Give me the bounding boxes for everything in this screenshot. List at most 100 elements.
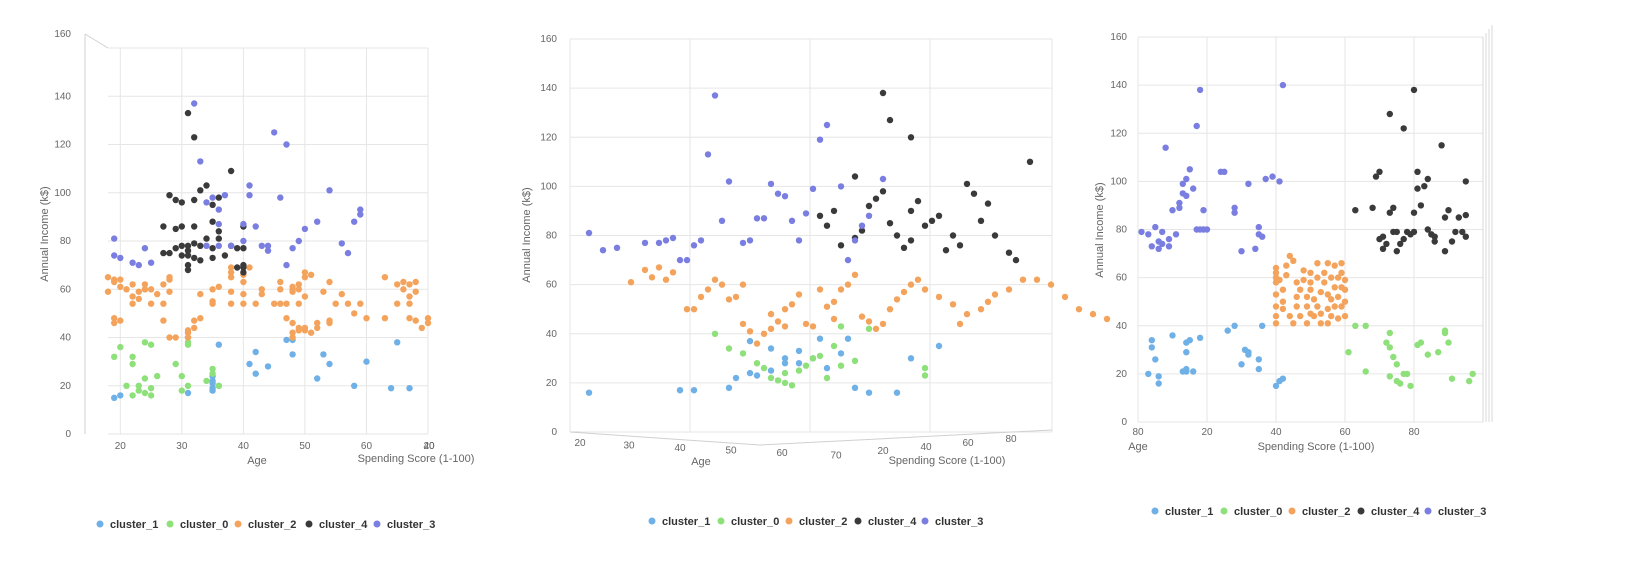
panel-3-y-title: Annual Income (k$)	[1094, 182, 1106, 277]
panel-2-point-cluster_2	[711, 276, 719, 283]
panel-2-point-cluster_0	[823, 374, 831, 382]
panel-3-x-tick-overlap: 80	[1132, 427, 1144, 438]
panel-3-point-cluster_2	[1283, 262, 1290, 269]
panel-2-point-cluster_4	[858, 227, 866, 234]
legend-1-label-cluster_1: cluster_1	[110, 519, 158, 531]
panel-1-point-cluster_2	[326, 278, 333, 286]
panel-2-point-cluster_3	[837, 183, 845, 190]
panel-2-point-cluster_3	[662, 237, 670, 244]
panel-1-point-cluster_0	[203, 377, 210, 385]
panel-2-point-cluster_3	[753, 215, 761, 222]
panel-1-point-cluster_2	[227, 274, 235, 281]
panel-1-point-cluster_2	[400, 278, 407, 286]
panel-2-y-tick: 0	[551, 427, 557, 438]
panel-1-point-cluster_3	[301, 225, 309, 233]
panel-2-point-cluster_4	[865, 202, 873, 210]
legend-3-marker-cluster_4	[1357, 507, 1365, 515]
panel-1-point-cluster_2	[406, 281, 413, 288]
panel-3-y-tick: 60	[1116, 273, 1128, 284]
panel-2-point-cluster_3	[760, 215, 768, 222]
panel-3-point-cluster_4	[1441, 214, 1449, 221]
panel-1-y-tick: 140	[54, 91, 71, 102]
panel-3-point-cluster_3	[1176, 199, 1183, 207]
panel-3-point-cluster_0	[1386, 344, 1394, 351]
panel-3-point-cluster_2	[1290, 320, 1297, 327]
panel-2-point-cluster_3	[795, 237, 803, 244]
panel-1-point-cluster_2	[283, 300, 290, 307]
panel-1-point-cluster_4	[209, 254, 216, 262]
panel-3-point-cluster_2	[1279, 305, 1287, 313]
panel-2-point-cluster_4	[949, 232, 957, 239]
panel-1-point-cluster_2	[197, 290, 204, 298]
panel-1-point-cluster_0	[141, 389, 149, 397]
panel-2-y-tick: 160	[540, 34, 557, 45]
panel-3-point-cluster_2	[1286, 312, 1294, 320]
panel-3-point-cluster_2	[1303, 320, 1311, 327]
panel-3-point-cluster_3	[1159, 228, 1166, 236]
panel-2-point-cluster_3	[844, 256, 852, 264]
panel-3-point-cluster_2	[1310, 312, 1318, 320]
panel-3-point-cluster_3	[1172, 231, 1180, 238]
panel-2-point-cluster_2	[725, 296, 733, 303]
panel-2-point-cluster_1	[753, 372, 761, 379]
panel-2-point-cluster_2	[788, 301, 796, 308]
panel-1-point-cluster_4	[240, 269, 247, 276]
panel-3-point-cluster_0	[1424, 351, 1432, 358]
panel-1-point-cluster_2	[289, 283, 296, 290]
panel-3-point-cluster_3	[1148, 243, 1156, 250]
panel-1-point-cluster_4	[184, 252, 192, 259]
panel-1-point-cluster_3	[111, 252, 118, 259]
panel-1-point-cluster_1	[394, 339, 401, 346]
panel-3-point-cluster_2	[1307, 286, 1314, 293]
panel-1-point-cluster_2	[351, 310, 358, 317]
panel-1-point-cluster_4	[215, 194, 222, 201]
panel-2-point-cluster_2	[774, 318, 782, 325]
panel-2-point-cluster_1	[781, 355, 789, 362]
panel-2-point-cluster_2	[1089, 310, 1097, 318]
panel-2-point-cluster_0	[767, 374, 775, 382]
panel-3-point-cluster_2	[1328, 274, 1335, 281]
panel-3-x-tick: 20	[1201, 427, 1213, 438]
panel-1-point-cluster_1	[320, 351, 327, 358]
legend-1-label-cluster_4: cluster_4	[319, 519, 368, 531]
panel-1-point-cluster_0	[147, 341, 155, 348]
panel-1-point-cluster_1	[252, 370, 259, 377]
panel-1-point-cluster_3	[283, 261, 290, 269]
panel-1-point-cluster_0	[135, 382, 142, 389]
panel-2-point-cluster_1	[844, 335, 852, 342]
panel-1-point-cluster_3	[246, 192, 253, 199]
panel-2-point-cluster_0	[809, 355, 817, 362]
panel-3-point-cluster_2	[1321, 269, 1328, 276]
panel-2-point-cluster_1	[823, 364, 831, 372]
panel-2-point-cluster_4	[823, 222, 831, 229]
panel-1-point-cluster_2	[332, 300, 339, 307]
panel-3-y-tick: 80	[1116, 225, 1128, 236]
panel-1-point-cluster_4	[215, 235, 222, 242]
legend-1-marker-cluster_2	[234, 520, 242, 528]
legend-1-label-cluster_0: cluster_0	[180, 519, 228, 531]
panel-3-point-cluster_4	[1438, 142, 1445, 149]
panel-2-point-cluster_0	[781, 379, 789, 387]
panel-3-point-cluster_2	[1331, 262, 1338, 269]
panel-3-point-cluster_4	[1424, 226, 1432, 233]
panel-3-point-cluster_4	[1445, 207, 1452, 214]
panel-1-point-cluster_3	[209, 194, 216, 201]
panel-2-point-cluster_0	[830, 342, 838, 350]
panel-3-point-cluster_2	[1279, 286, 1287, 293]
panel-2-point-cluster_2	[921, 286, 929, 293]
panel-3-z-title: Spending Score (1-100)	[1258, 441, 1375, 453]
panel-2-point-cluster_3	[865, 212, 873, 219]
panel-1-point-cluster_0	[129, 353, 136, 360]
panel-3-point-cluster_0	[1469, 370, 1476, 378]
panel-1-point-cluster_2	[240, 278, 247, 286]
panel-3-point-cluster_1	[1255, 356, 1263, 363]
panel-3-point-cluster_3	[1245, 180, 1252, 187]
panel-1-point-cluster_2	[301, 274, 309, 281]
panel-2-point-cluster_4	[830, 207, 838, 215]
panel-3-point-cluster_4	[1379, 245, 1387, 252]
panel-2-point-cluster_4	[879, 89, 887, 97]
panel-2-x-tick: 30	[623, 441, 635, 452]
panel-2-point-cluster_3	[655, 239, 663, 247]
panel-2-point-cluster_2	[697, 293, 705, 301]
panel-3-point-cluster_0	[1393, 361, 1401, 368]
